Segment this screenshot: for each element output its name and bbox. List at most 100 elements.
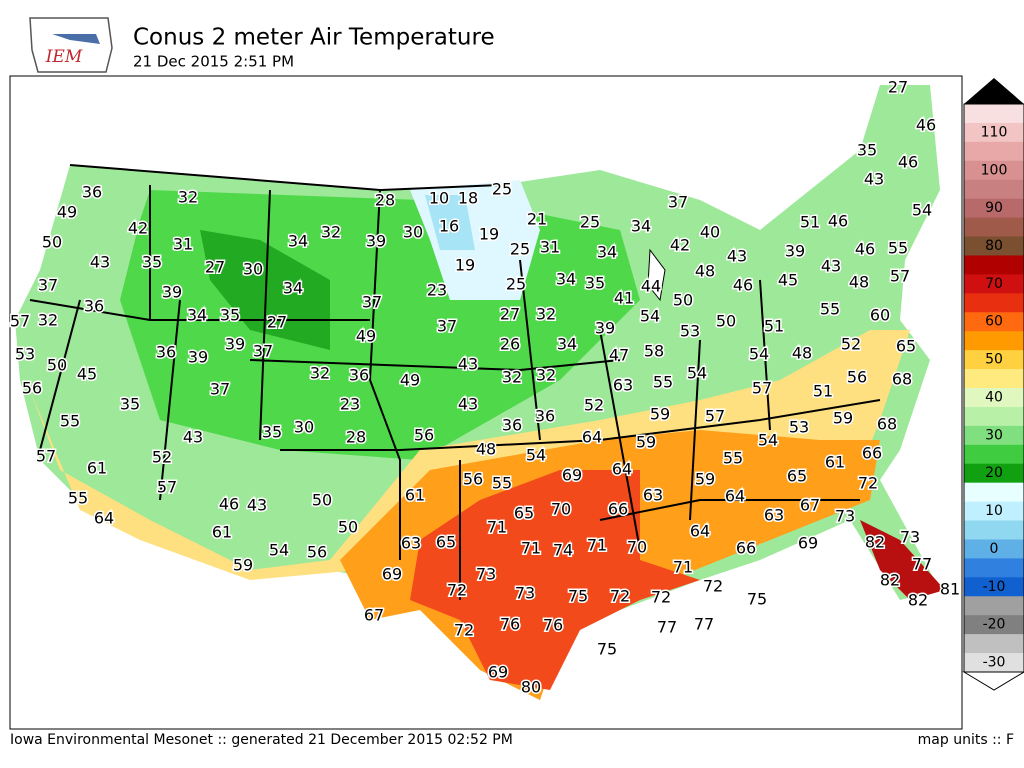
station-value: 36 — [502, 416, 522, 435]
station-value: 49 — [400, 371, 420, 390]
station-value: 56 — [307, 543, 327, 562]
station-value: 72 — [454, 621, 474, 640]
colorbar-band — [964, 369, 1024, 389]
station-value: 50 — [673, 291, 693, 310]
station-value: 34 — [556, 270, 576, 289]
station-value: 72 — [703, 577, 723, 596]
state-lines — [29, 164, 881, 600]
station-value: 27 — [205, 258, 225, 277]
colorbar-band — [964, 520, 1024, 540]
station-value: 19 — [479, 225, 499, 244]
station-value: 25 — [580, 213, 600, 232]
colorbar-band — [964, 406, 1024, 427]
station-value: 40 — [700, 223, 720, 242]
station-value: 21 — [527, 210, 547, 229]
colorbar-band — [964, 482, 1024, 503]
station-value: 23 — [340, 395, 360, 414]
colorbar-band — [964, 160, 1024, 181]
station-value: 39 — [188, 348, 208, 367]
station-value: 32 — [536, 366, 556, 385]
colorbar-bottom-arrow — [962, 671, 1024, 691]
footer-right: map units :: F — [918, 732, 1014, 748]
station-value: 74 — [553, 541, 573, 560]
station-value: 57 — [705, 407, 725, 426]
station-value: 77 — [657, 618, 677, 637]
station-value: 61 — [87, 459, 107, 478]
station-value: 39 — [162, 283, 182, 302]
subtitle: 21 Dec 2015 2:51 PM — [133, 53, 294, 71]
station-value: 63 — [613, 376, 633, 395]
station-value: 82 — [908, 591, 928, 610]
station-value: 56 — [414, 426, 434, 445]
station-value: 25 — [510, 240, 530, 259]
station-value: 82 — [880, 571, 900, 590]
colorbar-label: 30 — [985, 427, 1003, 443]
station-value: 35 — [220, 306, 240, 325]
station-value: 27 — [500, 305, 520, 324]
station-value: 57 — [10, 312, 30, 331]
colorbar-band — [964, 577, 1024, 597]
station-value: 57 — [157, 478, 177, 497]
station-value: 63 — [401, 534, 421, 553]
station-value: 27 — [888, 78, 908, 97]
station-value: 64 — [582, 428, 602, 447]
station-value: 46 — [898, 153, 918, 172]
station-value: 66 — [608, 500, 628, 519]
colorbar-band — [964, 444, 1024, 465]
station-value: 65 — [436, 533, 456, 552]
station-value: 53 — [15, 345, 35, 364]
station-value: 76 — [500, 615, 520, 634]
station-value: 55 — [492, 474, 512, 493]
colorbar-label: 90 — [985, 200, 1003, 216]
station-value: 43 — [247, 496, 267, 515]
station-value: 72 — [858, 474, 878, 493]
station-value: 72 — [610, 587, 630, 606]
station-value: 25 — [492, 180, 512, 199]
colorbar-label: 100 — [981, 162, 1008, 178]
station-value: 55 — [60, 412, 80, 431]
station-value: 75 — [597, 640, 617, 659]
station-value: 61 — [405, 486, 425, 505]
station-value: 50 — [47, 356, 67, 375]
station-value: 36 — [535, 407, 555, 426]
station-value: 28 — [375, 191, 395, 210]
station-value: 69 — [798, 534, 818, 553]
station-value: 71 — [673, 558, 693, 577]
colorbar-band — [964, 179, 1024, 200]
station-value: 56 — [22, 379, 42, 398]
station-value: 57 — [890, 267, 910, 286]
station-value: 63 — [764, 506, 784, 525]
station-value: 53 — [680, 322, 700, 341]
station-value: 34 — [288, 232, 308, 251]
station-value: 53 — [789, 418, 809, 437]
station-value: 55 — [820, 300, 840, 319]
colorbar-band — [964, 141, 1024, 162]
station-value: 72 — [447, 581, 467, 600]
station-value: 57 — [36, 447, 56, 466]
station-value: 55 — [68, 489, 88, 508]
station-value: 69 — [382, 565, 402, 584]
station-value: 43 — [90, 253, 110, 272]
temp-field-subfreezing — [425, 195, 475, 250]
colorbar-label: 80 — [985, 238, 1003, 254]
station-value: 46 — [916, 116, 936, 135]
colorbar-band — [964, 331, 1024, 351]
logo-text: IEM — [45, 47, 83, 67]
station-value: 45 — [77, 365, 97, 384]
station-value: 43 — [864, 170, 884, 189]
logo-plane — [52, 34, 100, 44]
station-value: 41 — [614, 289, 634, 308]
station-value: 31 — [540, 238, 560, 257]
station-value: 32 — [536, 305, 556, 324]
title: Conus 2 meter Air Temperature — [133, 25, 495, 51]
colorbar-band — [964, 615, 1024, 635]
colorbar-label: 50 — [985, 352, 1003, 368]
station-value: 71 — [521, 539, 541, 558]
station-value: 36 — [82, 183, 102, 202]
lake — [647, 248, 666, 302]
station-value: 39 — [225, 335, 245, 354]
station-value: 54 — [526, 446, 546, 465]
station-value: 51 — [800, 213, 820, 232]
station-value: 35 — [142, 253, 162, 272]
station-value: 47 — [609, 346, 629, 365]
